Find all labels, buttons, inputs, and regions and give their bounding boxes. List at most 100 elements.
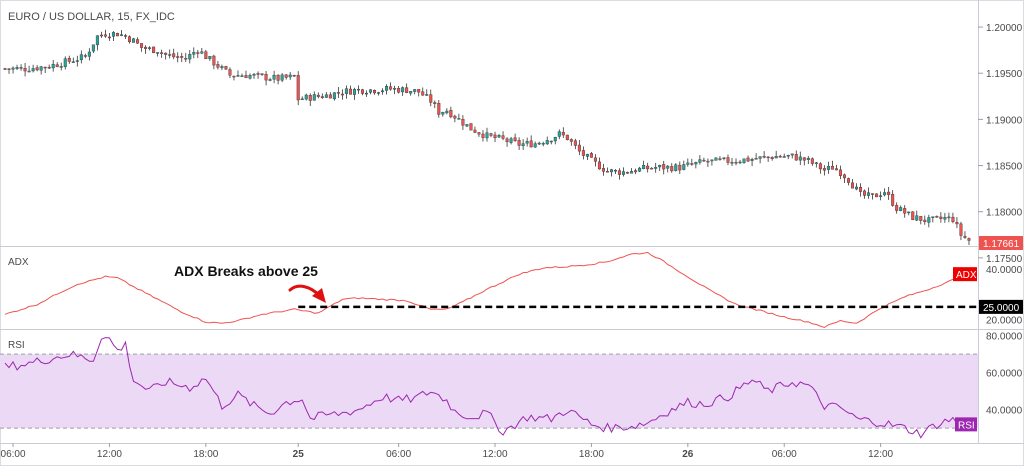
rsi-band (0, 353, 978, 429)
candle-body (967, 238, 971, 241)
candle-body (778, 155, 782, 158)
candle-body (340, 93, 344, 96)
candle-body (654, 167, 658, 169)
candle-body (397, 88, 401, 93)
candle-body (429, 94, 433, 103)
candle-body (814, 162, 818, 164)
candle-body (320, 96, 324, 98)
candle-body (674, 164, 678, 171)
candle-body (610, 169, 614, 173)
candle-body (907, 211, 911, 214)
candle-body (589, 153, 593, 158)
candle-body (256, 73, 260, 75)
candle-body (497, 135, 501, 138)
time-tick-label: 12:00 (97, 449, 122, 460)
candle-body (626, 172, 630, 174)
candle-body (260, 73, 264, 75)
candle-body (200, 51, 204, 54)
annotation-arrowhead-icon (312, 288, 326, 303)
candle-body (132, 38, 136, 43)
candle-body (465, 124, 469, 127)
candle-body (312, 94, 316, 101)
candle-body (822, 168, 826, 171)
candle-body (31, 68, 35, 72)
candle-body (236, 75, 240, 77)
candle-body (762, 155, 766, 158)
candle-body (35, 67, 39, 71)
candle-body (686, 162, 690, 165)
rsi-pane: 80.0000 60.0000 40.0000 RSI (4, 332, 1023, 439)
candle-body (272, 75, 276, 80)
candle-body (670, 166, 674, 172)
candle-body (714, 157, 718, 161)
candle-body (148, 47, 152, 49)
candle-body (19, 67, 23, 69)
price-tick-label: 1.19500 (986, 69, 1023, 80)
candle-body (939, 216, 943, 219)
candle-body (224, 66, 228, 70)
candle-body (264, 74, 268, 81)
adx-level-badge (979, 299, 1023, 314)
candle-body (389, 86, 393, 90)
candle-body (107, 36, 111, 39)
candle-body (605, 171, 609, 173)
candle-body (75, 60, 79, 62)
candle-body (244, 75, 248, 79)
candle-body (521, 143, 525, 147)
candle-body (726, 157, 730, 163)
candle-body (433, 102, 437, 104)
candle-body (332, 92, 336, 100)
candle-body (47, 66, 51, 69)
candle-body (144, 46, 148, 49)
candle-body (509, 138, 513, 143)
candle-body (437, 103, 441, 115)
candle-body (947, 216, 951, 219)
candle-body (280, 74, 284, 81)
candle-body (569, 139, 573, 142)
candle-body (55, 64, 59, 67)
candle-body (204, 51, 208, 60)
candle-body (336, 92, 340, 94)
candle-body (557, 131, 561, 137)
candle-body (846, 178, 850, 183)
candle-body (192, 52, 196, 55)
candle-body (67, 57, 71, 62)
candle-body (593, 157, 597, 162)
candle-body (421, 91, 425, 96)
candle-body (875, 193, 879, 198)
adx-tick-label: 40.0000 (986, 265, 1023, 276)
candle-body (529, 140, 533, 148)
candle-body (445, 110, 449, 114)
rsi-line (4, 337, 974, 439)
candle-body (409, 91, 413, 94)
candle-body (618, 170, 622, 175)
candle-body (533, 143, 537, 148)
candle-body (103, 34, 107, 37)
candle-body (63, 58, 67, 67)
candle-body (493, 134, 497, 139)
candle-body (859, 187, 863, 192)
price-tick-label: 1.18500 (986, 162, 1023, 173)
candle-body (690, 163, 694, 165)
price-chart-title: EURO / US DOLLAR, 15, FX_IDC (8, 11, 175, 23)
candle-body (826, 165, 830, 170)
candle-body (501, 135, 505, 139)
candle-body (115, 33, 119, 37)
candle-body (27, 70, 31, 73)
candle-body (565, 134, 569, 140)
candle-body (706, 160, 710, 163)
candle-body (517, 140, 521, 146)
candle-body (650, 167, 654, 170)
rsi-value-label: RSI (958, 420, 975, 431)
adx-value-badge (953, 267, 977, 282)
candle-body (802, 157, 806, 161)
candle-body (364, 92, 368, 95)
candle-body (682, 164, 686, 170)
candle-body (549, 140, 553, 143)
candle-body (39, 66, 43, 71)
candle-body (834, 168, 838, 171)
candle-body (923, 219, 927, 222)
candle-body (296, 75, 300, 101)
candle-body (931, 216, 935, 218)
